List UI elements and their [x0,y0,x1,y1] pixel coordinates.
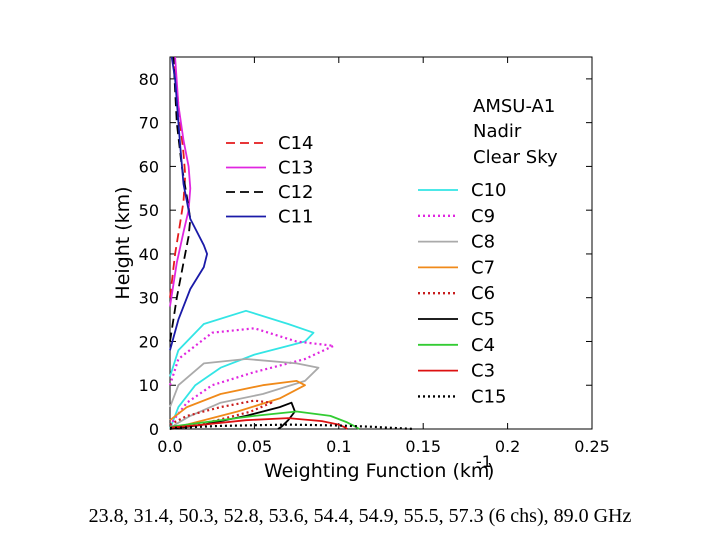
annotation-line-3: Clear Sky [473,147,558,168]
legend-label-c14: C14 [278,133,313,154]
series-line-c9 [168,327,335,430]
x-tick-label: 0.05 [237,437,273,456]
series-line-c12 [169,56,192,342]
legend-label-c12: C12 [278,182,313,203]
x-axis-title-base: Weighting Function (km [264,460,489,482]
legend-label-c8: C8 [471,232,495,253]
legend-label-c7: C7 [471,257,495,278]
y-tick-label: 30 [139,289,159,308]
annotation-line-1: AMSU-A1 [473,96,555,117]
legend-label-c13: C13 [278,158,313,179]
y-tick-label: 60 [139,157,159,176]
y-tick-label: 50 [139,201,159,220]
y-tick-label: 20 [139,332,159,351]
y-tick-label: 40 [139,245,159,264]
legend-left: C14 C13 C12 C11 [226,133,313,228]
legend-label-c6: C6 [471,283,495,304]
series-line-c7 [169,379,306,430]
x-axis-title-sup: -1 [476,452,492,471]
y-axis-title: Height (km) [112,186,134,299]
y-tick-label: 10 [139,376,159,395]
series-line-c10 [169,309,315,430]
plot-frame [169,56,593,430]
legend-right: C10 C9 C8 C7 C6 C5 C4 C3 C15 [418,180,506,407]
x-tick-label: 0.2 [495,437,520,456]
caption: 23.8, 31.4, 50.3, 52.8, 53.6, 54.4, 54.9… [88,505,632,527]
x-axis-title-close: ) [487,460,494,482]
series-line-c6 [169,399,273,431]
legend-label-c15: C15 [471,386,506,407]
x-tick-label: 0.15 [405,437,441,456]
series-line-c15 [169,423,415,431]
series-line-c3 [169,417,348,430]
legend-label-c3: C3 [471,361,495,382]
axis-ticks: 0.0 0.05 0.1 0.15 0.2 0.25 0 10 20 30 40 50 60 70 80 [139,57,610,456]
data-series [168,56,415,431]
y-tick-label: 70 [139,114,159,133]
legend-label-c11: C11 [278,207,313,228]
chart: 0.0 0.05 0.1 0.15 0.2 0.25 0 10 20 30 40 50 60 70 80 C… [112,56,610,482]
legend-label-c10: C10 [471,180,506,201]
series-line-c5 [169,401,296,430]
annotation-line-2: Nadir [473,121,522,142]
legend-label-c4: C4 [471,335,495,356]
legend-label-c9: C9 [471,206,495,227]
y-tick-label: 80 [139,70,159,89]
series-line-c8 [169,358,320,430]
legend-label-c5: C5 [471,309,495,330]
series-line-c11 [169,56,209,351]
x-tick-label: 0.0 [157,437,182,456]
series-line-c13 [169,56,192,307]
y-tick-label: 0 [149,420,159,439]
x-tick-label: 0.25 [574,437,610,456]
series-line-c4 [169,410,360,430]
x-tick-label: 0.1 [326,437,351,456]
